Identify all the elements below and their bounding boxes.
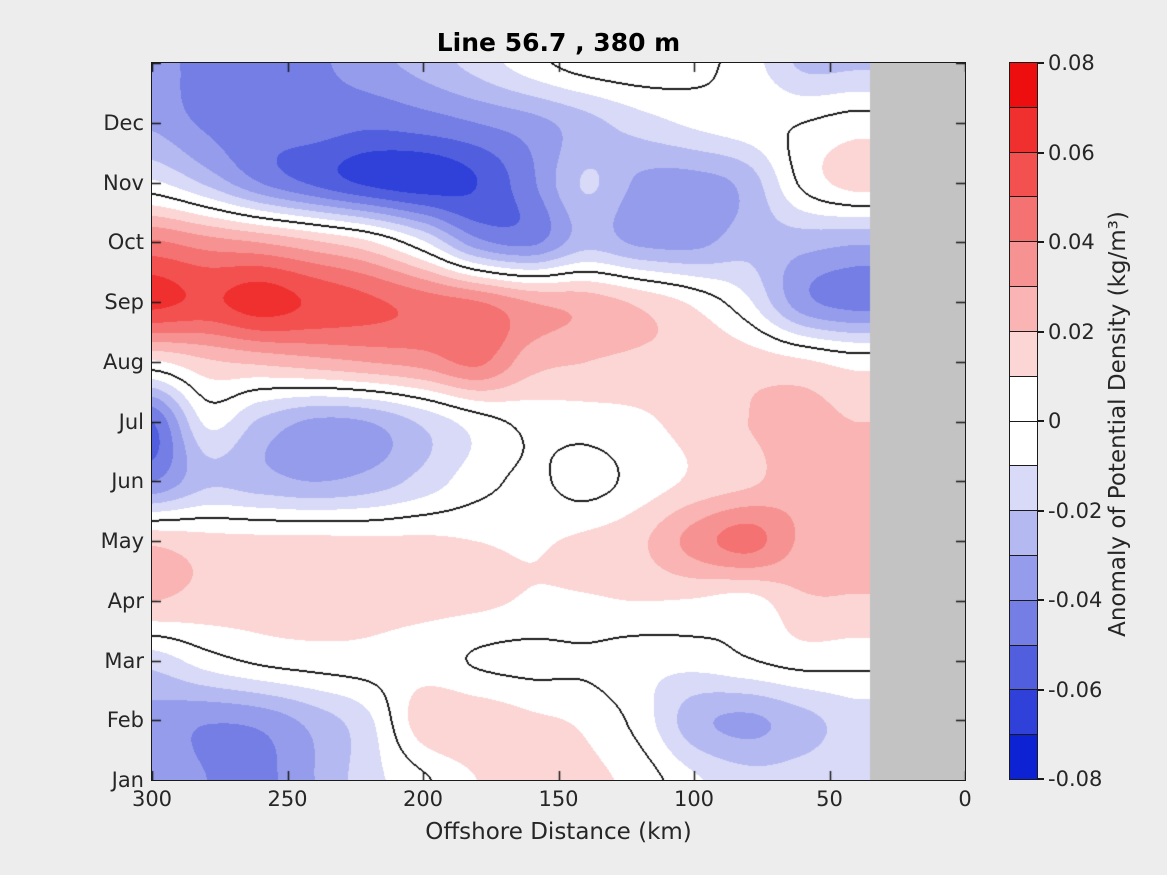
y-tick-label-may: May [100, 529, 144, 553]
colorbar-tick-label--0.06: -0.06 [1048, 677, 1103, 702]
colorbar-segment-9 [1010, 465, 1037, 511]
y-tick-label-mar: Mar [104, 648, 144, 673]
colorbar-tick-mark [1038, 778, 1044, 780]
y-tick-label-dec: Dec [103, 110, 144, 135]
colorbar-tick-mark [1038, 62, 1044, 64]
colorbar-segment-7 [1010, 375, 1037, 421]
y-tick-label-jun: Jun [111, 469, 144, 494]
colorbar-tick-mark [1038, 330, 1044, 333]
colorbar-segment-2 [1010, 151, 1037, 197]
colorbar-segment-0 [1010, 63, 1037, 107]
colorbar-segment-1 [1010, 106, 1037, 152]
colorbar-segment-11 [1010, 554, 1037, 600]
colorbar-tick-mark [1038, 599, 1044, 601]
page-title: Line 56.7 , 380 m [436, 28, 681, 57]
colorbar-axis-title-text: Anomaly of Potential Density (kg/m³) [1105, 211, 1131, 637]
colorbar-segment-14 [1010, 689, 1037, 735]
y-tick-label-apr: Apr [107, 588, 144, 613]
colorbar-segment-5 [1010, 286, 1037, 331]
x-tick-label-0: 0 [958, 787, 972, 811]
colorbar-segment-8 [1010, 420, 1037, 466]
colorbar-tick-mark [1038, 509, 1044, 512]
colorbar-tick-mark [1038, 241, 1044, 243]
colorbar-tick-mark [1038, 151, 1044, 154]
contour-heatmap-canvas [152, 63, 965, 780]
colorbar-tick-label-0.08: 0.08 [1048, 51, 1095, 75]
colorbar-tick-label-0.02: 0.02 [1048, 319, 1095, 344]
colorbar-segment-4 [1010, 241, 1037, 287]
y-tick-label-aug: Aug [102, 349, 144, 374]
plot-area [151, 62, 966, 781]
x-tick-label-300: 300 [131, 787, 173, 811]
x-tick-label-200: 200 [402, 787, 444, 811]
colorbar-segment-15 [1010, 734, 1037, 779]
colorbar-tick-label--0.08: -0.08 [1048, 767, 1103, 791]
colorbar-segment-3 [1010, 196, 1037, 242]
colorbar-segment-12 [1010, 599, 1037, 645]
y-tick-label-nov: Nov [103, 170, 144, 195]
colorbar-tick-label--0.04: -0.04 [1048, 588, 1103, 612]
colorbar-tick-label-0.06: 0.06 [1048, 140, 1095, 165]
colorbar-segment-10 [1010, 510, 1037, 555]
colorbar-tick-label-0: 0 [1048, 409, 1062, 433]
colorbar-segment-13 [1010, 644, 1037, 690]
colorbar-segment-6 [1010, 330, 1037, 376]
y-tick-label-sep: Sep [104, 290, 144, 314]
x-tick-label-250: 250 [267, 787, 308, 811]
colorbar-tick-label--0.02: -0.02 [1048, 498, 1103, 523]
x-tick-label-150: 150 [538, 787, 579, 811]
colorbar-tick-mark [1038, 420, 1044, 422]
colorbar-tick-mark [1038, 688, 1044, 691]
y-tick-label-jul: Jul [118, 409, 144, 434]
y-tick-label-feb: Feb [106, 708, 144, 733]
y-tick-label-oct: Oct [107, 230, 144, 255]
x-tick-label-100: 100 [673, 787, 715, 811]
x-tick-label-50: 50 [816, 787, 843, 811]
y-tick-label-jan: Jan [111, 768, 144, 792]
colorbar [1009, 62, 1038, 780]
colorbar-tick-label-0.04: 0.04 [1048, 230, 1095, 254]
x-axis-title: Offshore Distance (km) [425, 819, 692, 845]
